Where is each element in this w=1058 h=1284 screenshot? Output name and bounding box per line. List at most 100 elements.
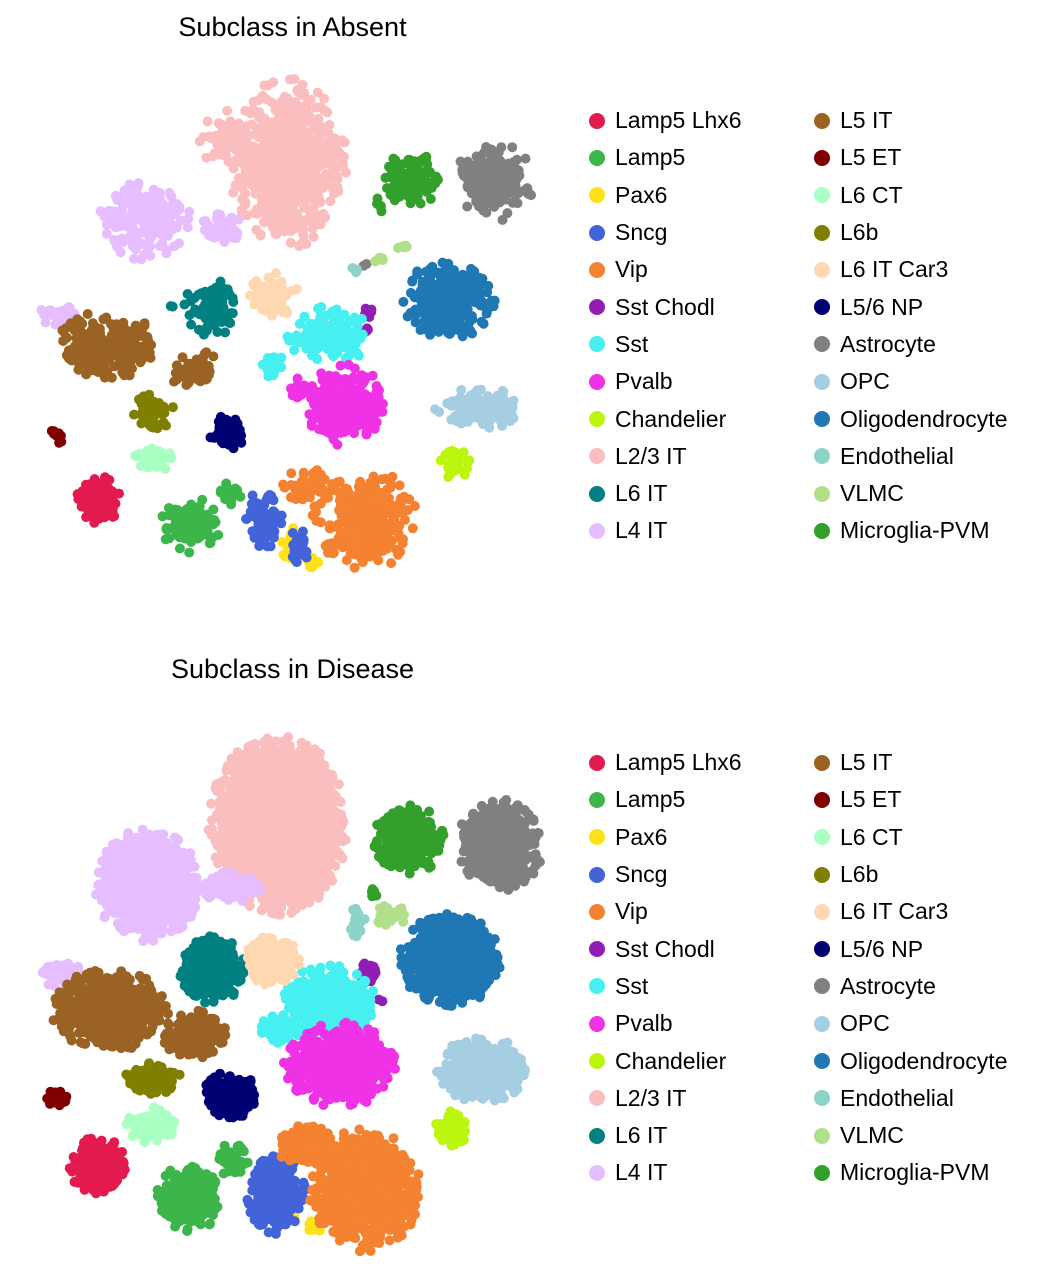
- point-astrocyte: [457, 167, 468, 178]
- point-astrocyte: [522, 183, 533, 194]
- point-l4-it: [103, 206, 114, 216]
- point-sncg: [270, 517, 281, 528]
- point-oligodendrocyte: [469, 266, 480, 277]
- point-l5-it: [82, 309, 93, 319]
- point-l5-6-np: [213, 416, 224, 427]
- point-lamp5-lhx6: [106, 1141, 117, 1152]
- point-oligodendrocyte: [455, 281, 466, 292]
- point-lamp5: [209, 515, 220, 525]
- legend-marker: [589, 149, 605, 166]
- point-pvalb: [317, 375, 328, 386]
- point-sst: [294, 318, 305, 329]
- point-l2-3-it: [282, 157, 293, 168]
- legend-item-lamp5-lhx6: Lamp5 Lhx6: [585, 102, 742, 139]
- point-vip: [373, 555, 384, 566]
- point-l4-it: [221, 220, 232, 231]
- point-oligodendrocyte: [442, 306, 453, 317]
- point-l5-it: [142, 332, 153, 343]
- point-l6b: [148, 398, 159, 409]
- point-oligodendrocyte: [455, 300, 466, 311]
- legend-item-vip: Vip: [585, 251, 742, 288]
- point-astrocyte: [500, 194, 511, 205]
- point-astrocyte: [462, 182, 473, 193]
- point-l5-it: [198, 357, 209, 368]
- legend-marker: [814, 448, 830, 465]
- point-l2-3-it: [251, 123, 262, 134]
- point-pax6: [278, 549, 289, 560]
- legend-label: L4 IT: [615, 517, 668, 544]
- point-l6-it-car3: [271, 291, 282, 302]
- legend-item-endothelial: Endothelial: [810, 438, 1008, 475]
- point-sst: [276, 352, 287, 363]
- point-l2-3-it: [268, 176, 279, 187]
- legend-label: Astrocyte: [840, 330, 936, 357]
- point-l6-ct: [130, 450, 141, 461]
- point-sst: [265, 370, 276, 381]
- point-l5-it: [98, 314, 109, 325]
- point-pvalb: [324, 414, 335, 425]
- point-vip: [354, 487, 365, 498]
- point-l5-it: [127, 363, 137, 374]
- point-microglia-pvm: [396, 182, 407, 193]
- point-vlmc: [396, 241, 407, 252]
- point-vip: [333, 519, 344, 530]
- point-chandelier: [443, 472, 454, 483]
- point-pvalb: [343, 402, 354, 412]
- point-vip: [349, 562, 360, 573]
- point-lamp5: [194, 501, 205, 512]
- series-chandelier: [435, 445, 475, 483]
- point-sst: [327, 349, 338, 360]
- point-l2-3-it: [305, 210, 316, 221]
- point-sncg: [263, 1227, 274, 1238]
- point-l6-it-car3: [274, 281, 284, 292]
- point-l4-it: [171, 198, 182, 209]
- point-l5-it: [69, 325, 80, 336]
- point-l2-3-it: [299, 181, 310, 192]
- legend-marker: [814, 522, 830, 539]
- point-l2-3-it: [220, 145, 231, 156]
- point-lamp5: [222, 1147, 233, 1158]
- point-sncg: [261, 495, 272, 506]
- chart-panel-absent: Subclass in Absent Lamp5 Lhx6 Lamp5 Pax6 Sn…: [36, 12, 1008, 573]
- point-lamp5-lhx6: [88, 481, 99, 491]
- point-vip: [368, 471, 379, 482]
- point-l6-it: [227, 308, 238, 319]
- point-l2-3-it: [289, 74, 300, 85]
- legend-item-l5-6-np: L5/6 NP: [810, 288, 1008, 325]
- point-l6b: [136, 418, 147, 429]
- point-l5-it: [81, 369, 92, 380]
- series-l6b: [129, 389, 178, 434]
- point-microglia-pvm: [372, 193, 383, 204]
- point-l2-3-it: [292, 132, 303, 143]
- point-l6b: [146, 421, 157, 432]
- point-l2-3-it: [285, 212, 295, 223]
- point-l4-it: [141, 228, 151, 239]
- point-l2-3-it: [319, 93, 330, 104]
- point-vip: [376, 474, 387, 485]
- point-vip: [386, 502, 397, 513]
- point-vip: [331, 478, 342, 489]
- point-l2-3-it: [216, 129, 226, 139]
- point-sncg: [247, 490, 258, 501]
- point-l2-3-it: [255, 181, 266, 192]
- legend-item-l4-it: L4 IT: [585, 512, 742, 549]
- point-l4-it: [129, 253, 140, 264]
- point-l6-it: [186, 319, 197, 330]
- point-opc: [482, 391, 493, 402]
- legend-marker: [814, 224, 830, 241]
- point-sncg: [257, 1161, 267, 1171]
- point-astrocyte: [503, 159, 514, 170]
- point-l5-et: [54, 437, 65, 448]
- point-l6-ct: [141, 450, 152, 461]
- point-lamp5-lhx6: [88, 500, 99, 511]
- point-lamp5: [173, 1202, 184, 1213]
- point-l5-it: [137, 352, 148, 363]
- point-sst: [342, 319, 353, 329]
- point-vip: [394, 480, 405, 491]
- point-endothelial: [347, 263, 358, 273]
- point-l4-it: [205, 229, 215, 240]
- point-l5-it: [70, 345, 81, 356]
- point-pax6: [305, 562, 316, 572]
- point-sncg: [291, 536, 302, 547]
- series-lamp5: [152, 1140, 253, 1236]
